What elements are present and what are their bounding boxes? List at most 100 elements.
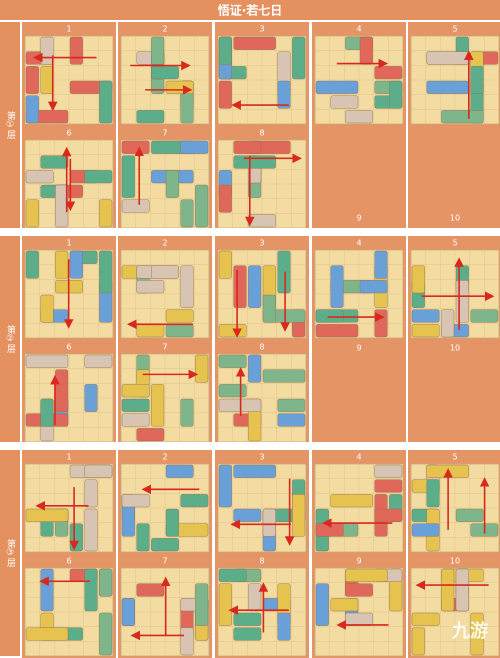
tile	[165, 464, 194, 478]
tile	[374, 464, 403, 478]
layer-label: 第③层	[5, 538, 16, 568]
tile	[277, 413, 306, 427]
tile	[262, 369, 306, 383]
tile	[25, 508, 69, 522]
panel-number: 8	[259, 557, 264, 566]
panel-bg	[312, 340, 406, 444]
tile	[25, 627, 69, 641]
panel-number: 6	[66, 343, 71, 352]
tile	[470, 309, 499, 323]
panel-bg	[408, 126, 500, 230]
tile	[330, 265, 344, 308]
tile	[262, 508, 276, 537]
tile	[25, 199, 39, 228]
tile	[151, 538, 179, 552]
tile	[389, 80, 403, 109]
tile	[233, 265, 247, 308]
tile	[121, 155, 135, 198]
tile	[195, 583, 209, 626]
tile	[195, 354, 209, 383]
tile	[151, 265, 179, 279]
panel-number: 6	[66, 129, 71, 138]
tile	[441, 110, 484, 124]
tile	[315, 309, 344, 323]
tile	[455, 508, 484, 522]
tile	[455, 280, 469, 323]
tile	[374, 66, 403, 80]
tile	[248, 583, 262, 612]
tile	[248, 214, 276, 228]
tile	[136, 280, 165, 294]
tile	[84, 384, 98, 412]
tile	[40, 398, 54, 427]
tile	[345, 583, 373, 597]
tile	[218, 354, 247, 368]
panel-number: 1	[66, 453, 71, 462]
tile	[218, 36, 232, 65]
tile	[277, 80, 291, 109]
tile	[136, 324, 165, 338]
layer-side	[0, 22, 20, 228]
tile	[121, 140, 150, 154]
section-divider	[0, 442, 500, 450]
tile	[233, 140, 262, 154]
layers: 第①层 1 2 3 4 5 6 7 8 9 10 第②层 1 2 3 4 5 6 7 8 9 10 第③层 1 2 3 4 5 6 7 8 9…	[0, 22, 500, 658]
tile	[233, 508, 262, 522]
tile	[218, 324, 247, 338]
tile	[136, 523, 150, 552]
tile	[330, 494, 373, 508]
tile	[136, 110, 165, 124]
tile	[84, 568, 98, 612]
tile	[25, 170, 54, 184]
tile	[218, 464, 232, 508]
tile	[151, 36, 165, 65]
panel-number: 3	[259, 239, 264, 248]
panel-number: 8	[259, 129, 264, 138]
tile	[411, 324, 440, 338]
panel-number: 4	[356, 25, 361, 34]
tile	[359, 36, 373, 65]
tile	[40, 294, 54, 323]
panel-number: 10	[450, 344, 460, 353]
tile	[374, 309, 388, 338]
tile	[233, 464, 276, 478]
tile	[84, 170, 113, 184]
title-bar	[0, 0, 500, 20]
panel-number: 1	[66, 25, 71, 34]
tile	[165, 170, 179, 198]
tile	[455, 568, 469, 612]
tile	[345, 110, 373, 124]
tile	[195, 184, 209, 228]
tile	[315, 324, 359, 338]
tile	[151, 66, 179, 80]
panel-number: 3	[259, 25, 264, 34]
tile	[233, 36, 276, 50]
tile	[165, 324, 194, 338]
tile	[69, 36, 83, 65]
tile	[25, 354, 69, 368]
panel-number: 2	[162, 239, 167, 248]
tile	[69, 250, 83, 279]
tile	[121, 398, 150, 412]
tile	[180, 494, 209, 508]
panel-number: 9	[356, 557, 361, 566]
tile	[248, 354, 262, 383]
tile	[359, 280, 388, 294]
panel-number: 5	[452, 25, 457, 34]
tile	[218, 583, 232, 626]
panel-number: 7	[162, 129, 167, 138]
panel-number: 7	[162, 343, 167, 352]
tile	[40, 36, 54, 65]
tile	[165, 508, 179, 537]
tile	[411, 309, 440, 323]
tile	[277, 250, 291, 294]
tile	[218, 184, 232, 213]
panel-number: 4	[356, 239, 361, 248]
tile	[441, 309, 455, 338]
tile	[277, 612, 291, 641]
tile	[99, 80, 113, 124]
tile	[121, 384, 150, 398]
tile	[470, 66, 484, 94]
tile	[277, 398, 306, 412]
